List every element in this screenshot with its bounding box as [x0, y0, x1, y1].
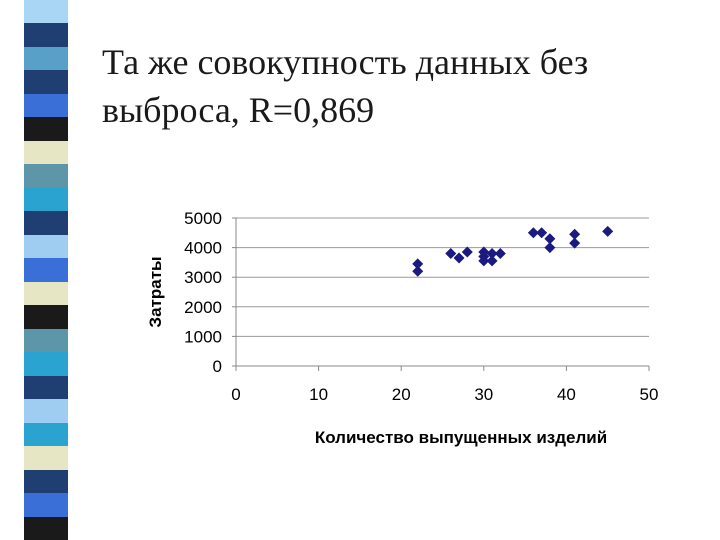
y-tick-label: 2000	[184, 298, 222, 317]
data-point	[453, 252, 465, 264]
x-tick-label: 0	[231, 385, 240, 404]
stripe-segment	[24, 93, 68, 118]
stripe-segment	[24, 469, 68, 494]
decorative-stripe-bar	[24, 0, 68, 540]
stripe-segment	[24, 140, 68, 165]
x-tick-label: 20	[392, 385, 411, 404]
x-axis-title: Количество выпущенных изделий	[315, 428, 607, 447]
stripe-segment	[24, 164, 68, 189]
data-point	[494, 248, 506, 260]
stripe-segment	[24, 422, 68, 447]
stripe-segment	[24, 234, 68, 259]
data-points	[412, 225, 614, 277]
stripe-segment	[24, 399, 68, 424]
data-point	[569, 237, 581, 249]
y-tick-label: 0	[213, 357, 222, 376]
data-point	[461, 246, 473, 258]
data-point	[412, 265, 424, 277]
stripe-segment	[24, 281, 68, 306]
x-tick-label: 50	[640, 385, 659, 404]
data-point	[445, 248, 457, 260]
stripe-segment	[24, 187, 68, 212]
stripe-segment	[24, 23, 68, 48]
y-tick-label: 5000	[184, 209, 222, 228]
stripe-segment	[24, 211, 68, 236]
data-point	[544, 233, 556, 245]
stripe-segment	[24, 70, 68, 95]
stripe-segment	[24, 375, 68, 400]
data-point	[569, 228, 581, 240]
stripe-segment	[24, 328, 68, 353]
data-point	[486, 248, 498, 260]
stripe-segment	[24, 352, 68, 377]
axes	[232, 217, 650, 371]
data-point	[544, 242, 556, 254]
slide-title: Та же совокупность данных без выброса, R…	[102, 38, 712, 134]
data-point	[536, 227, 548, 239]
y-tick-label: 4000	[184, 239, 222, 258]
stripe-segment	[24, 516, 68, 540]
stripe-segment	[24, 493, 68, 517]
stripe-segment	[24, 46, 68, 71]
y-tick-label: 3000	[184, 268, 222, 287]
stripe-segment	[24, 258, 68, 283]
stripe-segment	[24, 446, 68, 471]
stripe-segment	[24, 117, 68, 142]
data-point	[602, 225, 614, 237]
stripe-segment	[24, 305, 68, 330]
data-point	[412, 258, 424, 270]
x-tick-label: 10	[309, 385, 328, 404]
stripe-segment	[24, 0, 68, 24]
data-point	[486, 255, 498, 267]
slide-title-line-2: выброса, R=0,869	[102, 90, 375, 130]
grid-lines	[236, 217, 649, 337]
slide-title-line-1: Та же совокупность данных без	[102, 42, 589, 82]
x-tick-label: 40	[557, 385, 576, 404]
y-axis-title: Затраты	[146, 256, 165, 327]
y-tick-label: 1000	[184, 327, 222, 346]
data-point	[478, 255, 490, 267]
tick-labels: 0 1000 2000 3000 4000 5000 0 10 20 30 40 50	[184, 209, 658, 404]
data-point	[527, 227, 539, 239]
x-tick-label: 30	[474, 385, 493, 404]
